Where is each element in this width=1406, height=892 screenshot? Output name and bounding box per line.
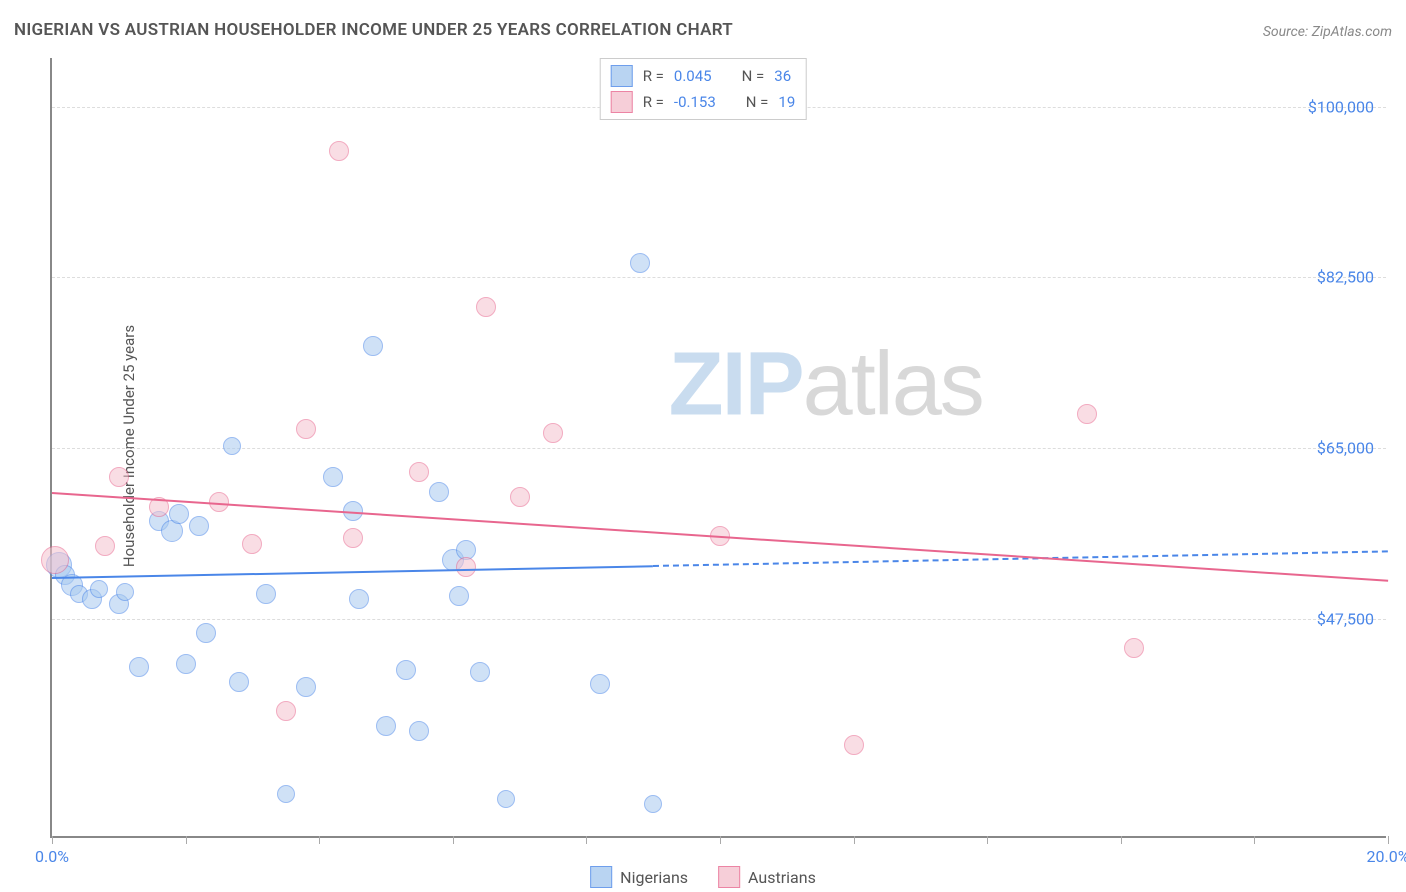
- scatter-point: [476, 297, 496, 317]
- chart-title: NIGERIAN VS AUSTRIAN HOUSEHOLDER INCOME …: [14, 20, 733, 40]
- watermark-zip: ZIP: [669, 334, 803, 434]
- scatter-point: [396, 660, 416, 680]
- scatter-point: [116, 583, 134, 601]
- scatter-point: [109, 467, 129, 487]
- scatter-point: [510, 487, 530, 507]
- scatter-point: [256, 584, 276, 604]
- scatter-point: [497, 790, 515, 808]
- legend-label: Nigerians: [620, 868, 688, 887]
- x-tick: [1254, 836, 1255, 844]
- scatter-point: [41, 546, 69, 574]
- r-label: R =: [643, 93, 664, 111]
- legend-item: Nigerians: [590, 866, 688, 888]
- scatter-point: [456, 557, 476, 577]
- scatter-point: [223, 437, 241, 455]
- scatter-point: [363, 336, 383, 356]
- r-value: 0.045: [674, 67, 712, 85]
- y-tick-label: $100,000: [1308, 97, 1374, 116]
- legend-row: R = 0.045 N = 36: [611, 63, 796, 89]
- scatter-point: [543, 423, 563, 443]
- scatter-point: [296, 677, 316, 697]
- legend-swatch: [611, 65, 633, 87]
- watermark: ZIPatlas: [669, 333, 983, 436]
- scatter-point: [196, 623, 216, 643]
- legend-swatch: [590, 866, 612, 888]
- legend-swatch: [718, 866, 740, 888]
- scatter-point: [95, 536, 115, 556]
- x-tick-label: 20.0%: [1367, 847, 1406, 866]
- scatter-point: [376, 716, 396, 736]
- x-tick: [186, 836, 187, 844]
- gridline: [52, 448, 1386, 449]
- correlation-legend: R = 0.045 N = 36 R = -0.153 N = 19: [600, 58, 807, 120]
- scatter-point: [229, 672, 249, 692]
- legend-item: Austrians: [718, 866, 816, 888]
- scatter-point: [129, 657, 149, 677]
- r-value: -0.153: [674, 93, 716, 111]
- x-tick: [1388, 836, 1389, 844]
- x-tick: [453, 836, 454, 844]
- y-tick-label: $47,500: [1317, 609, 1374, 628]
- y-tick-label: $65,000: [1317, 439, 1374, 458]
- x-tick: [1121, 836, 1122, 844]
- watermark-atlas: atlas: [803, 334, 983, 434]
- scatter-point: [349, 589, 369, 609]
- x-tick: [854, 836, 855, 844]
- scatter-point: [429, 482, 449, 502]
- scatter-point: [90, 580, 108, 598]
- trend-line: [653, 550, 1388, 567]
- scatter-point: [409, 462, 429, 482]
- x-tick: [52, 836, 53, 844]
- x-tick: [720, 836, 721, 844]
- scatter-point: [630, 253, 650, 273]
- scatter-point: [1077, 404, 1097, 424]
- plot-area: ZIPatlas $47,500 $65,000 $82,500 $100,000 0.…: [50, 58, 1386, 838]
- series-legend: Nigerians Austrians: [590, 866, 816, 888]
- scatter-point: [844, 735, 864, 755]
- scatter-point: [323, 467, 343, 487]
- legend-label: Austrians: [748, 868, 816, 887]
- scatter-point: [343, 528, 363, 548]
- gridline: [52, 619, 1386, 620]
- scatter-point: [276, 701, 296, 721]
- gridline: [52, 277, 1386, 278]
- scatter-point: [470, 662, 490, 682]
- scatter-point: [277, 785, 295, 803]
- scatter-point: [176, 654, 196, 674]
- n-value: 36: [774, 67, 791, 85]
- scatter-point: [590, 674, 610, 694]
- scatter-point: [189, 516, 209, 536]
- scatter-point: [409, 721, 429, 741]
- source-label: Source: ZipAtlas.com: [1263, 24, 1392, 40]
- x-tick: [987, 836, 988, 844]
- n-label: N =: [746, 93, 769, 111]
- scatter-point: [644, 795, 662, 813]
- x-tick-label: 0.0%: [35, 847, 69, 866]
- legend-row: R = -0.153 N = 19: [611, 89, 796, 115]
- x-tick: [586, 836, 587, 844]
- n-label: N =: [742, 67, 765, 85]
- scatter-point: [169, 504, 189, 524]
- scatter-point: [449, 586, 469, 606]
- scatter-point: [296, 419, 316, 439]
- y-tick-label: $82,500: [1317, 268, 1374, 287]
- scatter-point: [1124, 638, 1144, 658]
- x-tick: [319, 836, 320, 844]
- legend-swatch: [611, 91, 633, 113]
- r-label: R =: [643, 67, 664, 85]
- scatter-point: [242, 534, 262, 554]
- n-value: 19: [778, 93, 795, 111]
- scatter-point: [329, 141, 349, 161]
- trend-line: [52, 565, 653, 579]
